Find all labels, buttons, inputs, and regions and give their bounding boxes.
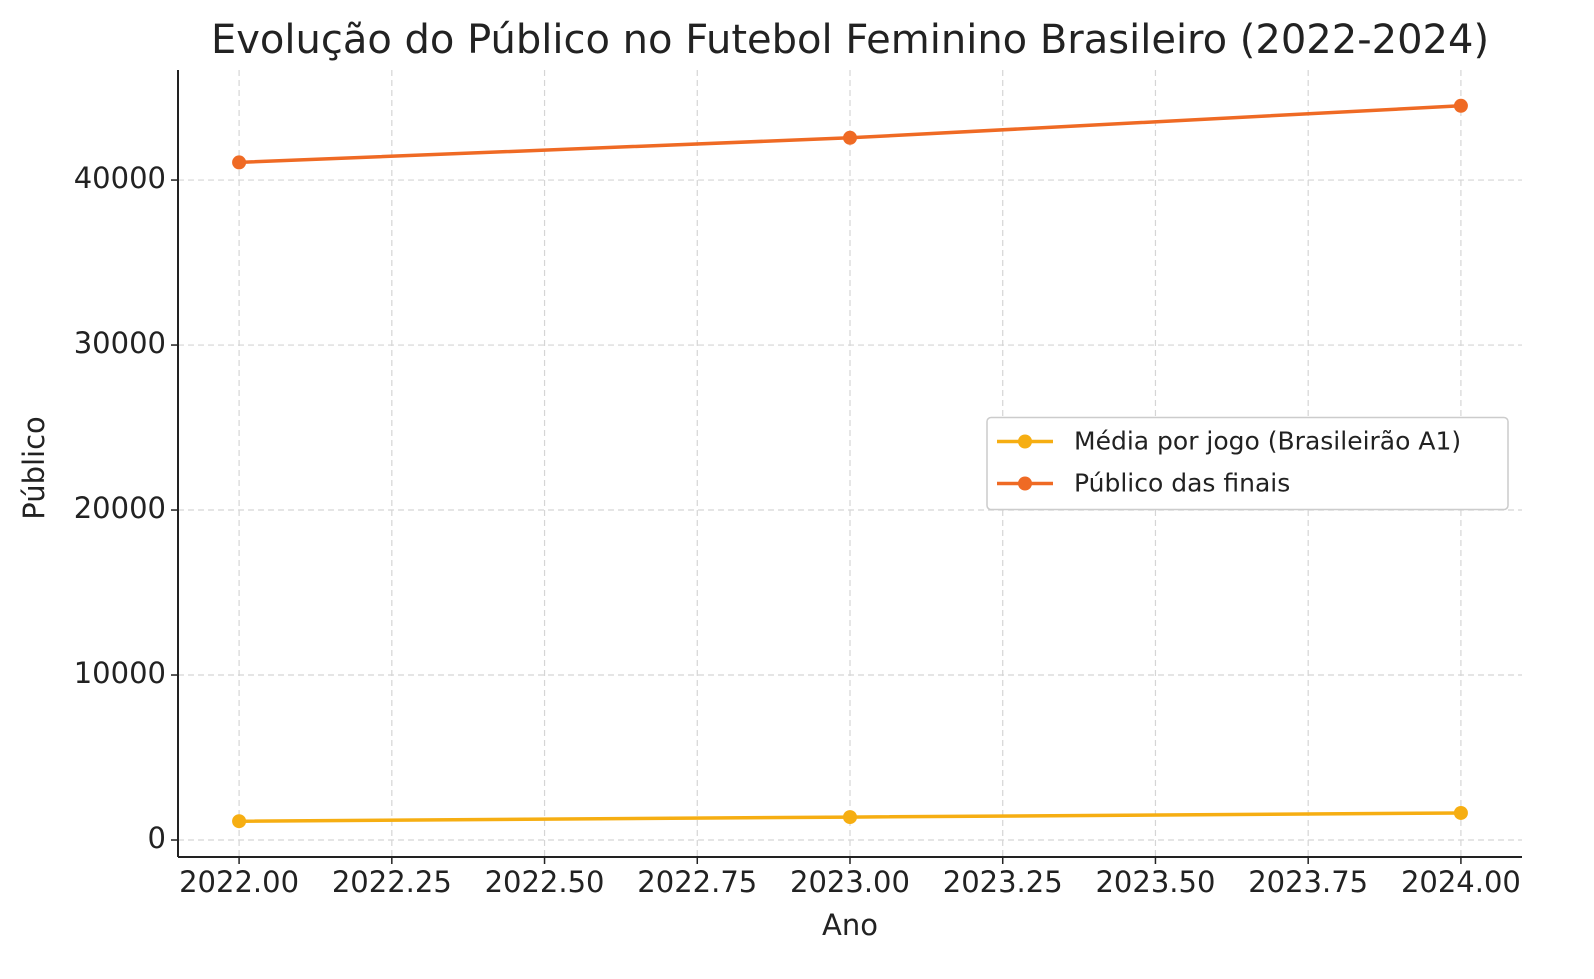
data-point [843, 130, 857, 145]
chart-title: Evolução do Público no Futebol Feminino … [211, 17, 1489, 63]
y-tick-label: 20000 [74, 491, 166, 525]
legend: Média por jogo (Brasileirão A1) Público d… [986, 416, 1509, 511]
data-point [843, 810, 857, 825]
x-tick-label: 2023.50 [1095, 865, 1215, 899]
y-tick-label: 0 [148, 821, 166, 855]
y-tick-label: 10000 [74, 656, 166, 690]
x-tick-label: 2023.75 [1248, 865, 1368, 899]
data-point [1453, 805, 1468, 820]
legend-label: Público das finais [1074, 469, 1290, 498]
x-tick-label: 2022.75 [637, 865, 757, 899]
legend-label: Média por jogo (Brasileirão A1) [1074, 427, 1461, 456]
legend-marker [1018, 476, 1032, 491]
x-axis-label: Ano [822, 908, 878, 942]
y-tick-label: 30000 [74, 326, 166, 360]
y-tick-label: 40000 [74, 161, 166, 195]
x-tick-label: 2022.25 [332, 865, 452, 899]
data-point [232, 155, 247, 170]
legend-box [986, 416, 1509, 511]
y-axis-label: Público [17, 416, 51, 520]
x-tick-label: 2022.50 [485, 865, 605, 899]
x-tick-label: 2023.00 [790, 865, 910, 899]
x-tick-label: 2024.00 [1401, 865, 1521, 899]
data-point [1453, 98, 1468, 113]
x-tick-label: 2023.25 [943, 865, 1063, 899]
data-point [232, 814, 247, 829]
legend-marker [1018, 434, 1032, 449]
x-tick-label: 2022.00 [179, 865, 299, 899]
